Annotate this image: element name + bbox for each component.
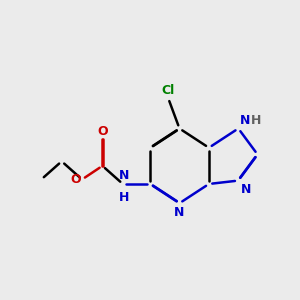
Text: H: H: [251, 114, 261, 127]
Text: N: N: [239, 114, 250, 127]
Text: O: O: [70, 173, 81, 186]
Text: O: O: [97, 124, 108, 137]
Text: N: N: [119, 169, 129, 182]
Text: Cl: Cl: [161, 84, 175, 97]
Text: N: N: [241, 183, 251, 196]
Text: N: N: [174, 206, 184, 219]
Text: H: H: [119, 191, 129, 204]
